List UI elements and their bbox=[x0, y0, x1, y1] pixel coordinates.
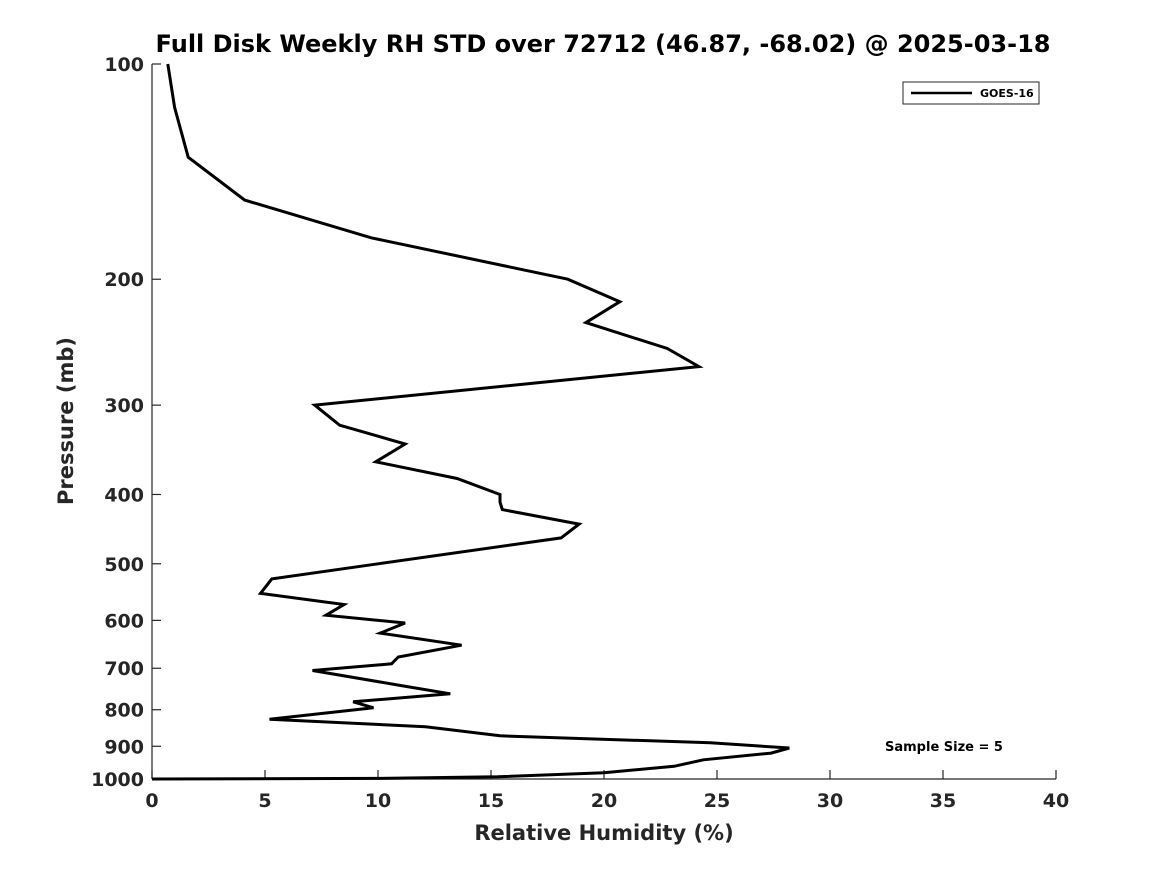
y-tick-label: 900 bbox=[104, 736, 144, 758]
x-tick-label: 10 bbox=[365, 790, 391, 812]
y-tick-label: 800 bbox=[104, 700, 144, 722]
y-tick-label: 400 bbox=[104, 484, 144, 506]
x-tick-label: 35 bbox=[930, 790, 956, 812]
series-group bbox=[151, 63, 790, 781]
x-tick-label: 15 bbox=[478, 790, 504, 812]
y-tick-label: 1000 bbox=[91, 769, 144, 791]
legend-label: GOES-16 bbox=[980, 87, 1034, 100]
y-tick-label: 100 bbox=[104, 54, 144, 76]
x-axis-title: Relative Humidity (%) bbox=[474, 821, 733, 845]
sample-size-annotation: Sample Size = 5 bbox=[885, 740, 1003, 755]
x-tick-label: 0 bbox=[145, 790, 158, 812]
y-tick-label: 300 bbox=[104, 395, 144, 417]
y-ticks: 100 200 300 400 500 600 700 800 900 1000 bbox=[91, 54, 161, 791]
x-tick-label: 30 bbox=[817, 790, 843, 812]
y-tick-label: 700 bbox=[104, 658, 144, 680]
x-tick-label: 5 bbox=[258, 790, 271, 812]
chart-title: Full Disk Weekly RH STD over 72712 (46.8… bbox=[156, 30, 1051, 58]
y-tick-label: 600 bbox=[104, 610, 144, 632]
x-ticks: 0 5 10 15 20 25 30 35 40 bbox=[145, 770, 1069, 812]
y-tick-label: 200 bbox=[104, 269, 144, 291]
y-tick-label: 500 bbox=[104, 554, 144, 576]
x-tick-label: 40 bbox=[1043, 790, 1069, 812]
series-line-goes-16 bbox=[151, 63, 790, 781]
y-axis-title: Pressure (mb) bbox=[54, 337, 78, 505]
legend: GOES-16 bbox=[902, 81, 1040, 105]
x-tick-label: 20 bbox=[591, 790, 617, 812]
x-tick-label: 25 bbox=[704, 790, 730, 812]
